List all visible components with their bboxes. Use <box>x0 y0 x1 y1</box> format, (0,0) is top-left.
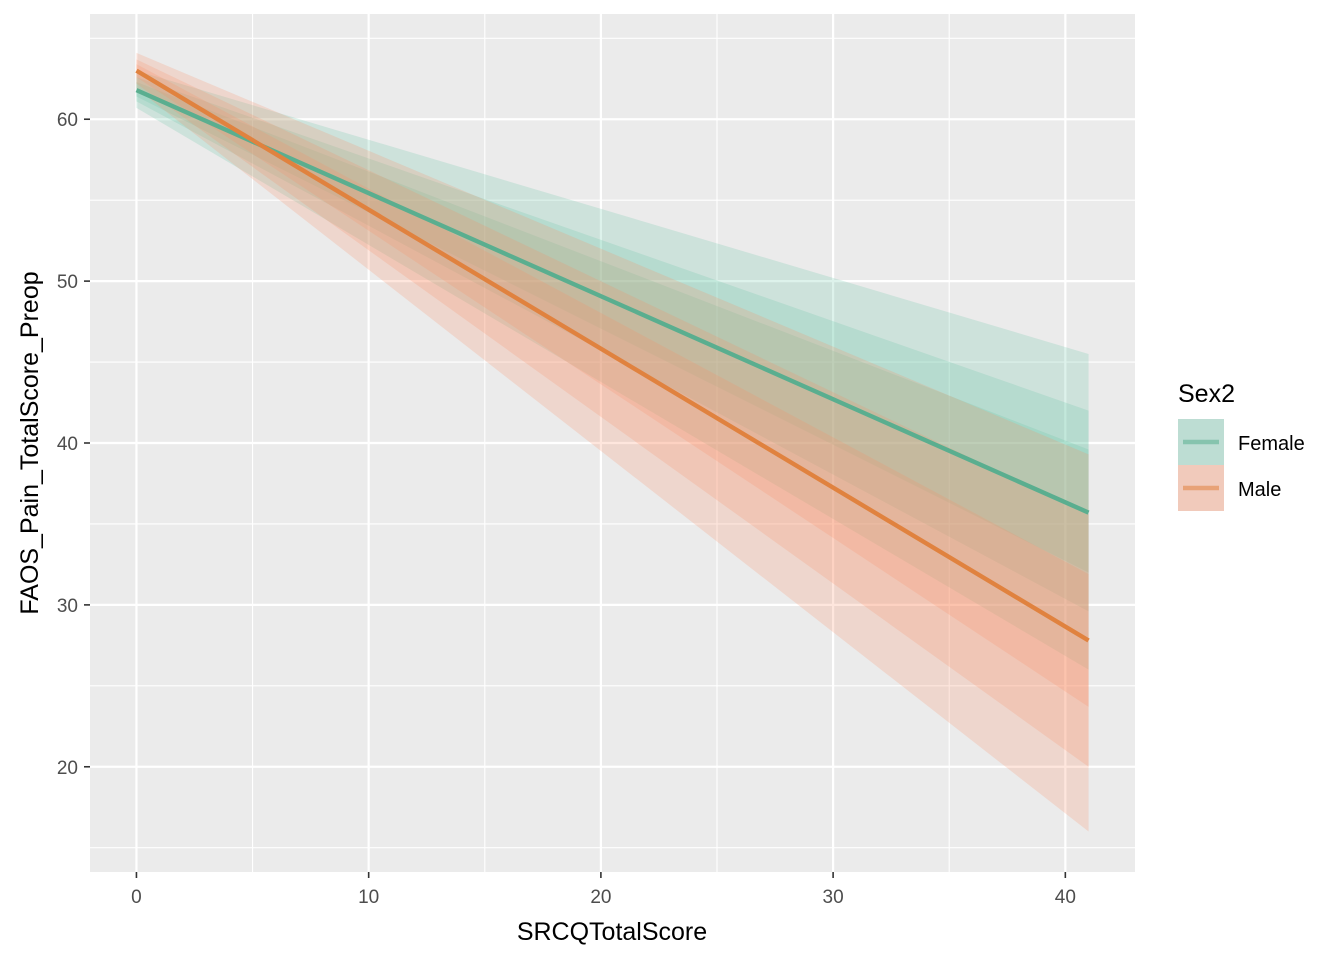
x-tick-label: 30 <box>823 887 844 908</box>
x-axis-ticks: 0 10 20 30 40 <box>131 872 1076 908</box>
legend-title: Sex2 <box>1178 380 1235 408</box>
band-female-inner <box>136 81 1089 573</box>
legend-keys: Female Male <box>1178 419 1305 511</box>
y-tick-label: 50 <box>57 272 78 293</box>
y-tick-label: 60 <box>57 110 78 131</box>
y-tick-label: 30 <box>57 596 78 617</box>
x-tick-label: 10 <box>358 887 379 908</box>
legend: Sex2 Female Male <box>1178 380 1305 511</box>
legend-label: Female <box>1238 433 1305 455</box>
fit-lines <box>135 68 1090 643</box>
band-female-outer <box>136 70 1089 670</box>
major-gridlines <box>90 14 1135 872</box>
band-male-outer <box>136 52 1089 832</box>
x-axis-title: SRCQTotalScore <box>517 918 707 946</box>
band-male-middle <box>136 59 1089 767</box>
x-tick-label: 0 <box>131 887 142 908</box>
line-female <box>135 88 1090 515</box>
x-tick-label: 20 <box>590 887 611 908</box>
band-male-inner <box>136 64 1089 707</box>
y-tick-label: 20 <box>57 758 78 779</box>
y-axis-ticks: 20 30 40 50 60 <box>57 110 90 779</box>
y-tick-label: 40 <box>57 434 78 455</box>
y-axis-title: FAOS_Pain_TotalScore_Preop <box>16 271 44 614</box>
legend-label: Male <box>1238 479 1281 501</box>
x-tick-label: 40 <box>1055 887 1076 908</box>
line-male <box>135 68 1090 643</box>
legend-key-male: Male <box>1178 465 1281 511</box>
legend-key-female: Female <box>1178 419 1305 465</box>
